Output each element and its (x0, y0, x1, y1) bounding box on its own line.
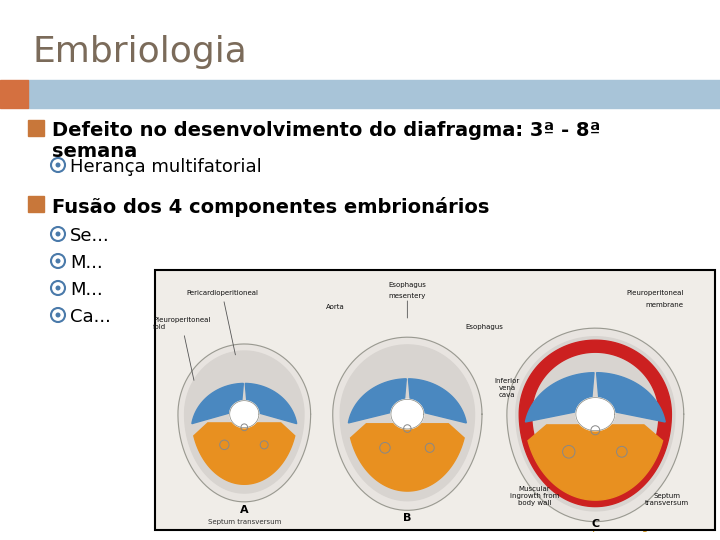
Text: membrane: membrane (646, 302, 684, 308)
Bar (0, 80, 28, 108)
Polygon shape (597, 373, 665, 422)
Polygon shape (507, 328, 684, 522)
Text: Fusão dos 4 componentes embrionários: Fusão dos 4 componentes embrionários (52, 197, 490, 217)
Text: Inferior
vena
cava: Inferior vena cava (494, 378, 520, 398)
Text: Esophagus: Esophagus (466, 325, 504, 330)
Text: Defeito no desenvolvimento do diafragma: 3ª - 8ª: Defeito no desenvolvimento do diafragma:… (52, 121, 600, 140)
Text: www.paulomargotto.com.br: www.paulomargotto.com.br (565, 522, 710, 532)
Polygon shape (576, 397, 615, 431)
Polygon shape (391, 400, 424, 429)
Polygon shape (178, 344, 310, 502)
Text: Septum transversum: Septum transversum (207, 519, 281, 525)
Text: Ca...: Ca... (70, 308, 111, 326)
Polygon shape (192, 383, 243, 424)
Polygon shape (348, 379, 406, 423)
Text: Esophagus: Esophagus (388, 282, 426, 288)
Polygon shape (341, 345, 474, 501)
Text: Pericardioperitioneal: Pericardioperitioneal (186, 291, 258, 355)
Polygon shape (526, 373, 594, 422)
Text: Muscular
ingrowth from
body wall: Muscular ingrowth from body wall (510, 485, 559, 505)
Text: Aorta: Aorta (326, 305, 345, 310)
Text: M...: M... (70, 281, 103, 299)
Text: Se...: Se... (70, 227, 109, 245)
Bar (28, 80, 720, 108)
Polygon shape (230, 401, 259, 428)
Polygon shape (408, 379, 467, 423)
Polygon shape (194, 423, 294, 484)
Polygon shape (184, 351, 304, 493)
Bar (155, 270, 715, 530)
Polygon shape (333, 337, 482, 510)
Text: C: C (591, 519, 599, 529)
Text: Pleuroperitoneal
fold: Pleuroperitoneal fold (153, 318, 210, 380)
Circle shape (55, 163, 60, 167)
Text: A: A (240, 505, 248, 515)
Polygon shape (351, 424, 464, 491)
Text: semana: semana (52, 142, 138, 161)
Polygon shape (519, 340, 671, 507)
Circle shape (55, 286, 60, 291)
Circle shape (55, 313, 60, 318)
Circle shape (55, 259, 60, 264)
Polygon shape (528, 425, 662, 500)
Bar (28, 120, 44, 136)
Text: Pleuroperitoneal: Pleuroperitoneal (626, 291, 684, 296)
Polygon shape (516, 337, 675, 511)
Text: B: B (403, 512, 412, 523)
Text: M...: M... (70, 254, 103, 272)
Text: Septum
transversum: Septum transversum (645, 492, 689, 505)
Text: mesentery: mesentery (389, 293, 426, 299)
Text: Embriologia: Embriologia (32, 35, 247, 69)
Bar (28, 196, 44, 212)
Text: Herança multifatorial: Herança multifatorial (70, 158, 262, 176)
Polygon shape (246, 383, 297, 424)
Circle shape (55, 232, 60, 237)
